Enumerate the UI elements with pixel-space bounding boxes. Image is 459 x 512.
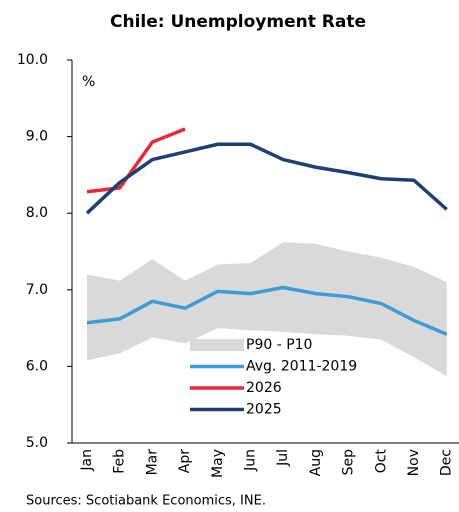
legend-swatch [190,339,244,351]
x-tick-label: May [210,449,226,478]
x-tick-label: Apr [177,449,193,473]
x-tick-label: Jul [275,449,291,467]
x-tick-label: Sep [341,449,357,476]
series-line [85,142,448,215]
source-note: Sources: Scotiabank Economics, INE. [26,494,266,509]
y-tick-label: 5.0 [26,435,48,451]
x-tick-label: Aug [308,449,324,476]
legend-label: 2026 [246,380,282,396]
y-tick-label: 6.0 [26,358,48,374]
y-axis-label: % [82,74,95,90]
legend-label: P90 - P10 [246,337,312,353]
x-tick-label: Dec [439,449,455,476]
x-tick-label: Oct [373,449,389,474]
legend-label: Avg. 2011-2019 [246,359,357,375]
series-line [86,285,448,336]
x-tick-label: Jan [79,449,95,472]
legend-label: 2025 [246,402,282,418]
y-tick-label: 8.0 [26,205,48,221]
y-tick-label: 10.0 [17,52,48,68]
x-tick-label: Feb [112,449,128,474]
series-line [86,127,186,194]
chart-title: Chile: Unemployment Rate [110,12,366,32]
x-tick-label: Nov [406,449,422,476]
band-area [87,242,447,377]
y-tick-label: 9.0 [26,129,48,145]
y-tick-label: 7.0 [26,282,48,298]
x-tick-label: Jun [243,449,259,472]
x-tick-label: Mar [144,449,160,476]
